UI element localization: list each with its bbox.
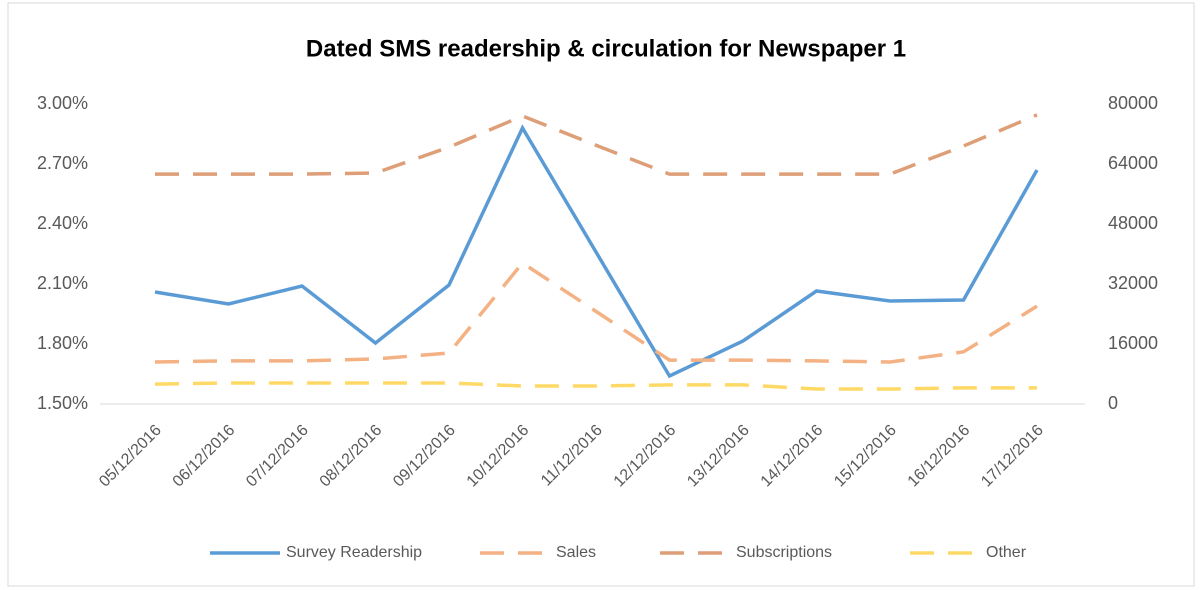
y2-tick-label: 64000: [1108, 153, 1158, 173]
y2-tick-label: 48000: [1108, 213, 1158, 233]
y2-tick-label: 80000: [1108, 93, 1158, 113]
y-tick-label: 2.70%: [37, 153, 88, 173]
legend-label: Other: [986, 544, 1027, 561]
line-series: [154, 124, 1039, 379]
legend-item: Subscriptions: [660, 544, 832, 561]
legend-item: Other: [910, 544, 1027, 561]
y2-tick-label: 0: [1108, 393, 1118, 413]
y2-tick-label: 32000: [1108, 273, 1158, 293]
chart-title: Dated SMS readership & circulation for N…: [306, 35, 906, 62]
legend-label: Survey Readership: [286, 544, 422, 561]
chart-border: [7, 2, 1195, 587]
y-tick-label: 2.10%: [37, 273, 88, 293]
legend-item: Survey Readership: [210, 544, 422, 561]
line-series: [154, 381, 1037, 391]
y-tick-label: 2.40%: [37, 213, 88, 233]
y-tick-label: 3.00%: [37, 93, 88, 113]
legend-label: Subscriptions: [736, 544, 832, 561]
line-series: [154, 260, 1038, 364]
y2-tick-label: 16000: [1108, 333, 1158, 353]
y-tick-label: 1.50%: [37, 393, 88, 413]
legend-item: Sales: [480, 544, 596, 561]
line-series: [155, 113, 1038, 176]
legend-label: Sales: [556, 544, 596, 561]
y-tick-label: 1.80%: [37, 333, 88, 353]
